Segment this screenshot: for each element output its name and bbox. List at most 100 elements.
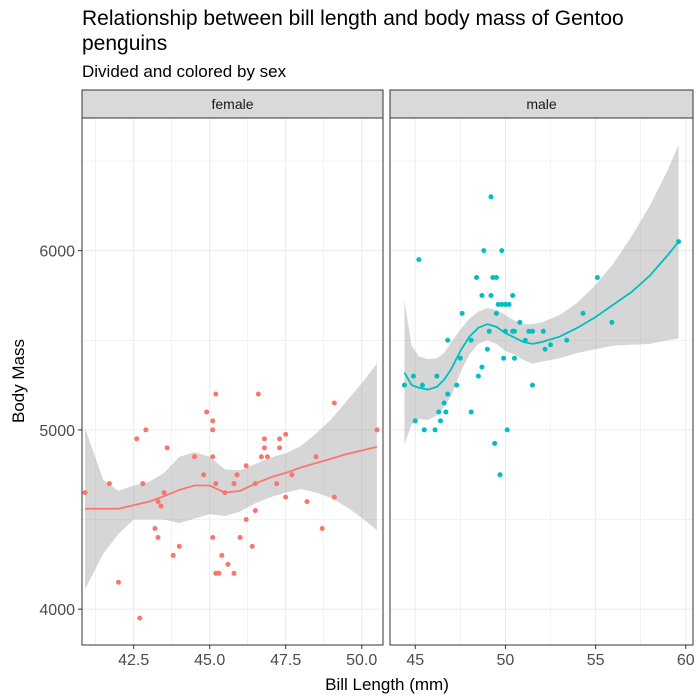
data-point <box>479 292 485 298</box>
x-tick-label: 42.5 <box>118 652 149 669</box>
data-point <box>457 355 463 361</box>
data-point <box>216 570 222 576</box>
data-point <box>542 346 548 352</box>
chart-title: Relationship between bill length and bod… <box>82 7 624 55</box>
panel-background <box>82 118 383 645</box>
data-point <box>249 543 255 549</box>
data-point <box>155 499 161 505</box>
data-point <box>416 257 422 263</box>
data-point <box>564 337 570 343</box>
data-point <box>499 248 505 254</box>
data-point <box>504 427 510 433</box>
chart-subtitle: Divided and colored by sex <box>82 62 287 81</box>
data-point <box>529 382 535 388</box>
data-point <box>410 373 416 379</box>
data-point <box>481 248 487 254</box>
x-tick-label: 55 <box>587 652 605 669</box>
data-point <box>421 427 427 433</box>
facet-panel-female: female 42.5 45.0 47.5 50.0 <box>81 89 384 669</box>
data-point <box>210 534 216 540</box>
panel-background <box>390 118 693 645</box>
facet-strip <box>389 89 694 119</box>
data-point <box>374 427 380 433</box>
data-point <box>158 503 164 509</box>
smooth-trend-line <box>85 446 378 510</box>
data-point <box>115 579 121 585</box>
data-point <box>493 310 499 316</box>
data-point <box>313 454 319 460</box>
data-point <box>204 409 210 415</box>
y-tick-label: 4000 <box>39 602 75 619</box>
data-point <box>580 310 586 316</box>
data-point <box>82 490 88 496</box>
data-point <box>252 508 258 514</box>
data-point <box>438 418 443 424</box>
data-point <box>155 534 161 540</box>
data-point <box>474 275 480 281</box>
data-point <box>161 490 167 496</box>
data-point <box>401 382 407 388</box>
data-point <box>443 409 449 415</box>
data-point <box>511 328 517 334</box>
data-point <box>210 454 216 460</box>
data-point <box>594 275 600 281</box>
data-point <box>274 481 280 487</box>
data-point <box>495 301 501 307</box>
x-tick-label: 45.0 <box>194 652 225 669</box>
data-point <box>237 534 243 540</box>
data-point <box>445 337 451 343</box>
data-point <box>164 445 170 451</box>
data-point <box>264 454 270 460</box>
confidence-band <box>404 144 679 445</box>
confidence-band <box>85 363 377 590</box>
data-point <box>231 570 237 576</box>
data-point <box>436 409 442 415</box>
data-point <box>261 436 267 442</box>
data-point <box>488 292 494 298</box>
data-point <box>319 525 325 531</box>
panel-border <box>389 117 694 646</box>
data-point <box>304 499 310 505</box>
data-point <box>219 552 225 558</box>
facet-strip-label: female <box>211 96 253 112</box>
data-point <box>201 472 207 478</box>
data-point <box>676 239 682 245</box>
data-point <box>540 328 546 334</box>
y-tick-label: 5000 <box>39 423 75 440</box>
data-point <box>152 525 158 531</box>
data-point <box>283 431 289 437</box>
data-point <box>529 328 535 334</box>
data-point <box>459 310 465 316</box>
y-axis: 4000 5000 6000 <box>39 244 82 619</box>
data-point <box>468 337 474 343</box>
x-tick-label: 47.5 <box>270 652 301 669</box>
data-point <box>419 382 425 388</box>
data-point <box>502 328 508 334</box>
data-point <box>511 355 517 361</box>
data-point <box>283 494 289 500</box>
data-point <box>499 301 505 307</box>
x-tick-label: 50 <box>497 652 515 669</box>
data-point <box>510 292 516 298</box>
data-point <box>501 355 507 361</box>
data-point <box>434 373 440 379</box>
data-point <box>234 472 240 478</box>
data-point <box>191 454 197 460</box>
panel-border <box>81 117 384 646</box>
data-point <box>522 337 528 343</box>
data-point <box>289 472 295 478</box>
data-point <box>526 328 532 334</box>
data-point <box>484 346 490 352</box>
x-tick-label: 45 <box>406 652 424 669</box>
data-point <box>548 342 554 348</box>
data-point <box>243 517 249 523</box>
data-point <box>231 481 237 487</box>
data-point <box>213 391 219 397</box>
data-point <box>140 481 146 487</box>
data-point <box>432 427 438 433</box>
data-point <box>222 490 228 496</box>
data-point <box>486 328 492 334</box>
x-tick-label: 50.0 <box>346 652 377 669</box>
data-point <box>502 301 508 307</box>
